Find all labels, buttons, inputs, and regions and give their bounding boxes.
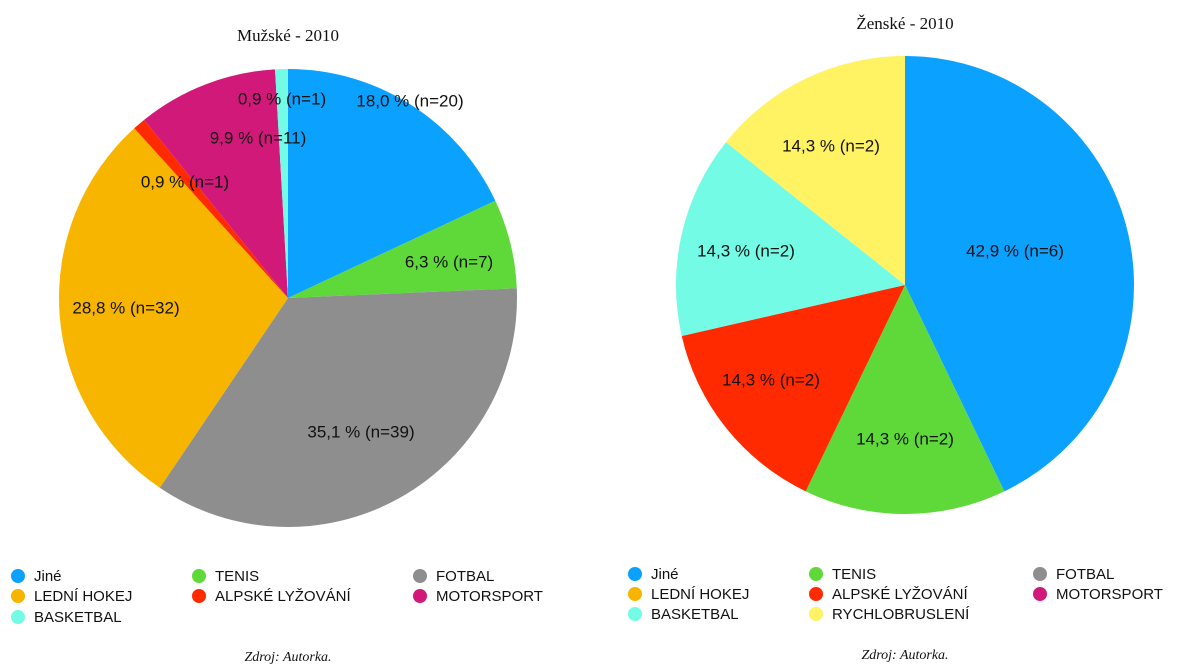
legend-label: MOTORSPORT	[1056, 586, 1163, 603]
pie-slice	[275, 69, 288, 298]
legend-label: MOTORSPORT	[436, 588, 543, 605]
chart-title: Ženské - 2010	[856, 14, 953, 33]
legend-swatch	[809, 587, 823, 601]
legend-label: BASKETBAL	[651, 606, 739, 623]
source-note: Zdroj: Autorka.	[244, 650, 331, 664]
pie-slice	[676, 142, 905, 336]
legend-swatch	[11, 610, 25, 624]
slice-label: 42,9 % (n=6)	[966, 241, 1064, 260]
slice-label: 9,9 % (n=11)	[210, 128, 307, 147]
legend-swatch	[11, 569, 25, 583]
slice-label: 14,3 % (n=2)	[856, 429, 954, 448]
pie-slice	[134, 119, 288, 299]
legend-swatch	[192, 589, 206, 603]
slice-label: 35,1 % (n=39)	[307, 422, 414, 441]
legend-swatch	[628, 607, 642, 621]
legend-label: TENIS	[832, 566, 876, 583]
source-note: Zdroj: Autorka.	[861, 648, 948, 663]
legend-swatch	[1033, 587, 1047, 601]
legend-swatch	[628, 567, 642, 581]
slice-label: 14,3 % (n=2)	[722, 370, 820, 389]
slice-label: 14,3 % (n=2)	[782, 136, 880, 155]
legend-swatch	[413, 589, 427, 603]
slice-label: 0,9 % (n=1)	[141, 172, 229, 191]
legend-swatch	[11, 589, 25, 603]
pie-slice	[288, 69, 496, 298]
legend-label: ALPSKÉ LYŽOVÁNÍ	[215, 588, 351, 605]
legend-swatch	[809, 607, 823, 621]
legend-label: RYCHLOBRUSLENÍ	[832, 606, 970, 623]
legend-label: LEDNÍ HOKEJ	[34, 588, 132, 605]
pie-slice	[144, 69, 288, 298]
legend-swatch	[809, 567, 823, 581]
pie-slice	[905, 56, 1134, 492]
slice-label: 6,3 % (n=7)	[405, 252, 493, 271]
legend-label: FOTBAL	[436, 568, 494, 585]
legend-swatch	[1033, 567, 1047, 581]
legend-swatch	[628, 587, 642, 601]
pie-slice	[59, 128, 288, 488]
legend-label: Jiné	[651, 566, 679, 583]
chart-title: Mužské - 2010	[237, 26, 339, 45]
pie-slice	[681, 285, 905, 492]
legend-label: Jiné	[34, 568, 62, 585]
legend-label: TENIS	[215, 568, 259, 585]
pie-slice	[159, 288, 517, 527]
legend-label: LEDNÍ HOKEJ	[651, 586, 749, 603]
slice-label: 18,0 % (n=20)	[356, 91, 463, 110]
legend-label: BASKETBAL	[34, 609, 122, 626]
slice-label: 0,9 % (n=1)	[238, 89, 326, 108]
pie-slice	[805, 285, 1005, 514]
legend-label: ALPSKÉ LYŽOVÁNÍ	[832, 586, 968, 603]
pie-slice	[288, 200, 517, 298]
legend-swatch	[192, 569, 206, 583]
legend-swatch	[413, 569, 427, 583]
slice-label: 28,8 % (n=32)	[72, 298, 179, 317]
legend-label: FOTBAL	[1056, 566, 1114, 583]
slice-label: 14,3 % (n=2)	[697, 241, 795, 260]
pie-slice	[725, 56, 905, 285]
